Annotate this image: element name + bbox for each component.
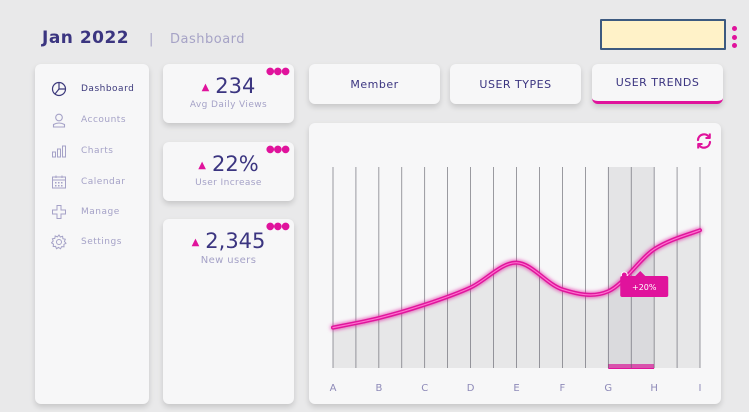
stat-value-row: ▲ 22% [163, 152, 294, 176]
move-icon [51, 204, 67, 220]
stat-card-new-users: ●●● ▲ 2,345 New users [163, 219, 294, 404]
more-icon[interactable]: ●●● [265, 221, 290, 232]
trend-up-icon: ▲ [198, 159, 206, 171]
stat-value: 2,345 [205, 229, 266, 253]
sidebar-item-label: Manage [81, 207, 120, 217]
more-icon[interactable]: ●●● [265, 66, 290, 77]
sidebar-item-label: Calendar [81, 177, 126, 187]
sidebar-item-manage[interactable]: Manage [51, 204, 120, 220]
tab-user-types[interactable]: USER TYPES [450, 64, 581, 104]
bar-chart-icon [51, 143, 67, 159]
header-separator: | [149, 32, 154, 47]
sidebar-item-label: Charts [81, 146, 114, 156]
sidebar-item-label: Settings [81, 237, 122, 247]
stat-value-row: ▲ 2,345 [163, 229, 294, 253]
stat-label: User Increase [195, 178, 262, 188]
sidebar-item-settings[interactable]: Settings [51, 234, 122, 250]
page-title: Jan 2022 [42, 28, 130, 48]
stat-value: 22% [212, 152, 259, 176]
search-input[interactable] [600, 19, 726, 50]
stat-label: Avg Daily Views [189, 100, 268, 110]
stat-value: 234 [215, 74, 256, 98]
sidebar-item-label: Dashboard [81, 84, 135, 94]
chart-card [309, 123, 721, 404]
sidebar-item-accounts[interactable]: Accounts [51, 112, 126, 128]
stat-label: New users [200, 255, 257, 266]
more-menu-icon[interactable] [731, 26, 737, 48]
stat-value-row: ▲ 234 [163, 74, 294, 98]
pie-chart-icon [51, 81, 67, 97]
trend-up-icon: ▲ [201, 81, 210, 93]
sidebar-item-label: Accounts [81, 115, 127, 125]
calendar-icon [51, 174, 67, 190]
sidebar-item-calendar[interactable]: Calendar [51, 174, 125, 190]
more-icon[interactable]: ●●● [265, 144, 290, 155]
sidebar-item-dashboard[interactable]: Dashboard [51, 81, 134, 97]
tab-member[interactable]: Member [309, 64, 440, 104]
sidebar-item-charts[interactable]: Charts [51, 143, 113, 159]
tab-user-trends[interactable]: USER TRENDS [592, 64, 723, 104]
page-subtitle: Dashboard [170, 32, 246, 47]
stat-card-views: ●●● ▲ 234 Avg Daily Views [163, 64, 294, 123]
gear-icon [51, 234, 67, 250]
trend-up-icon: ▲ [191, 236, 200, 248]
stat-card-increase: ●●● ▲ 22% User Increase [163, 142, 294, 201]
sidebar: Dashboard Accounts Charts Calendar Manag… [35, 64, 149, 404]
user-icon [51, 112, 67, 128]
refresh-icon[interactable] [695, 132, 713, 150]
